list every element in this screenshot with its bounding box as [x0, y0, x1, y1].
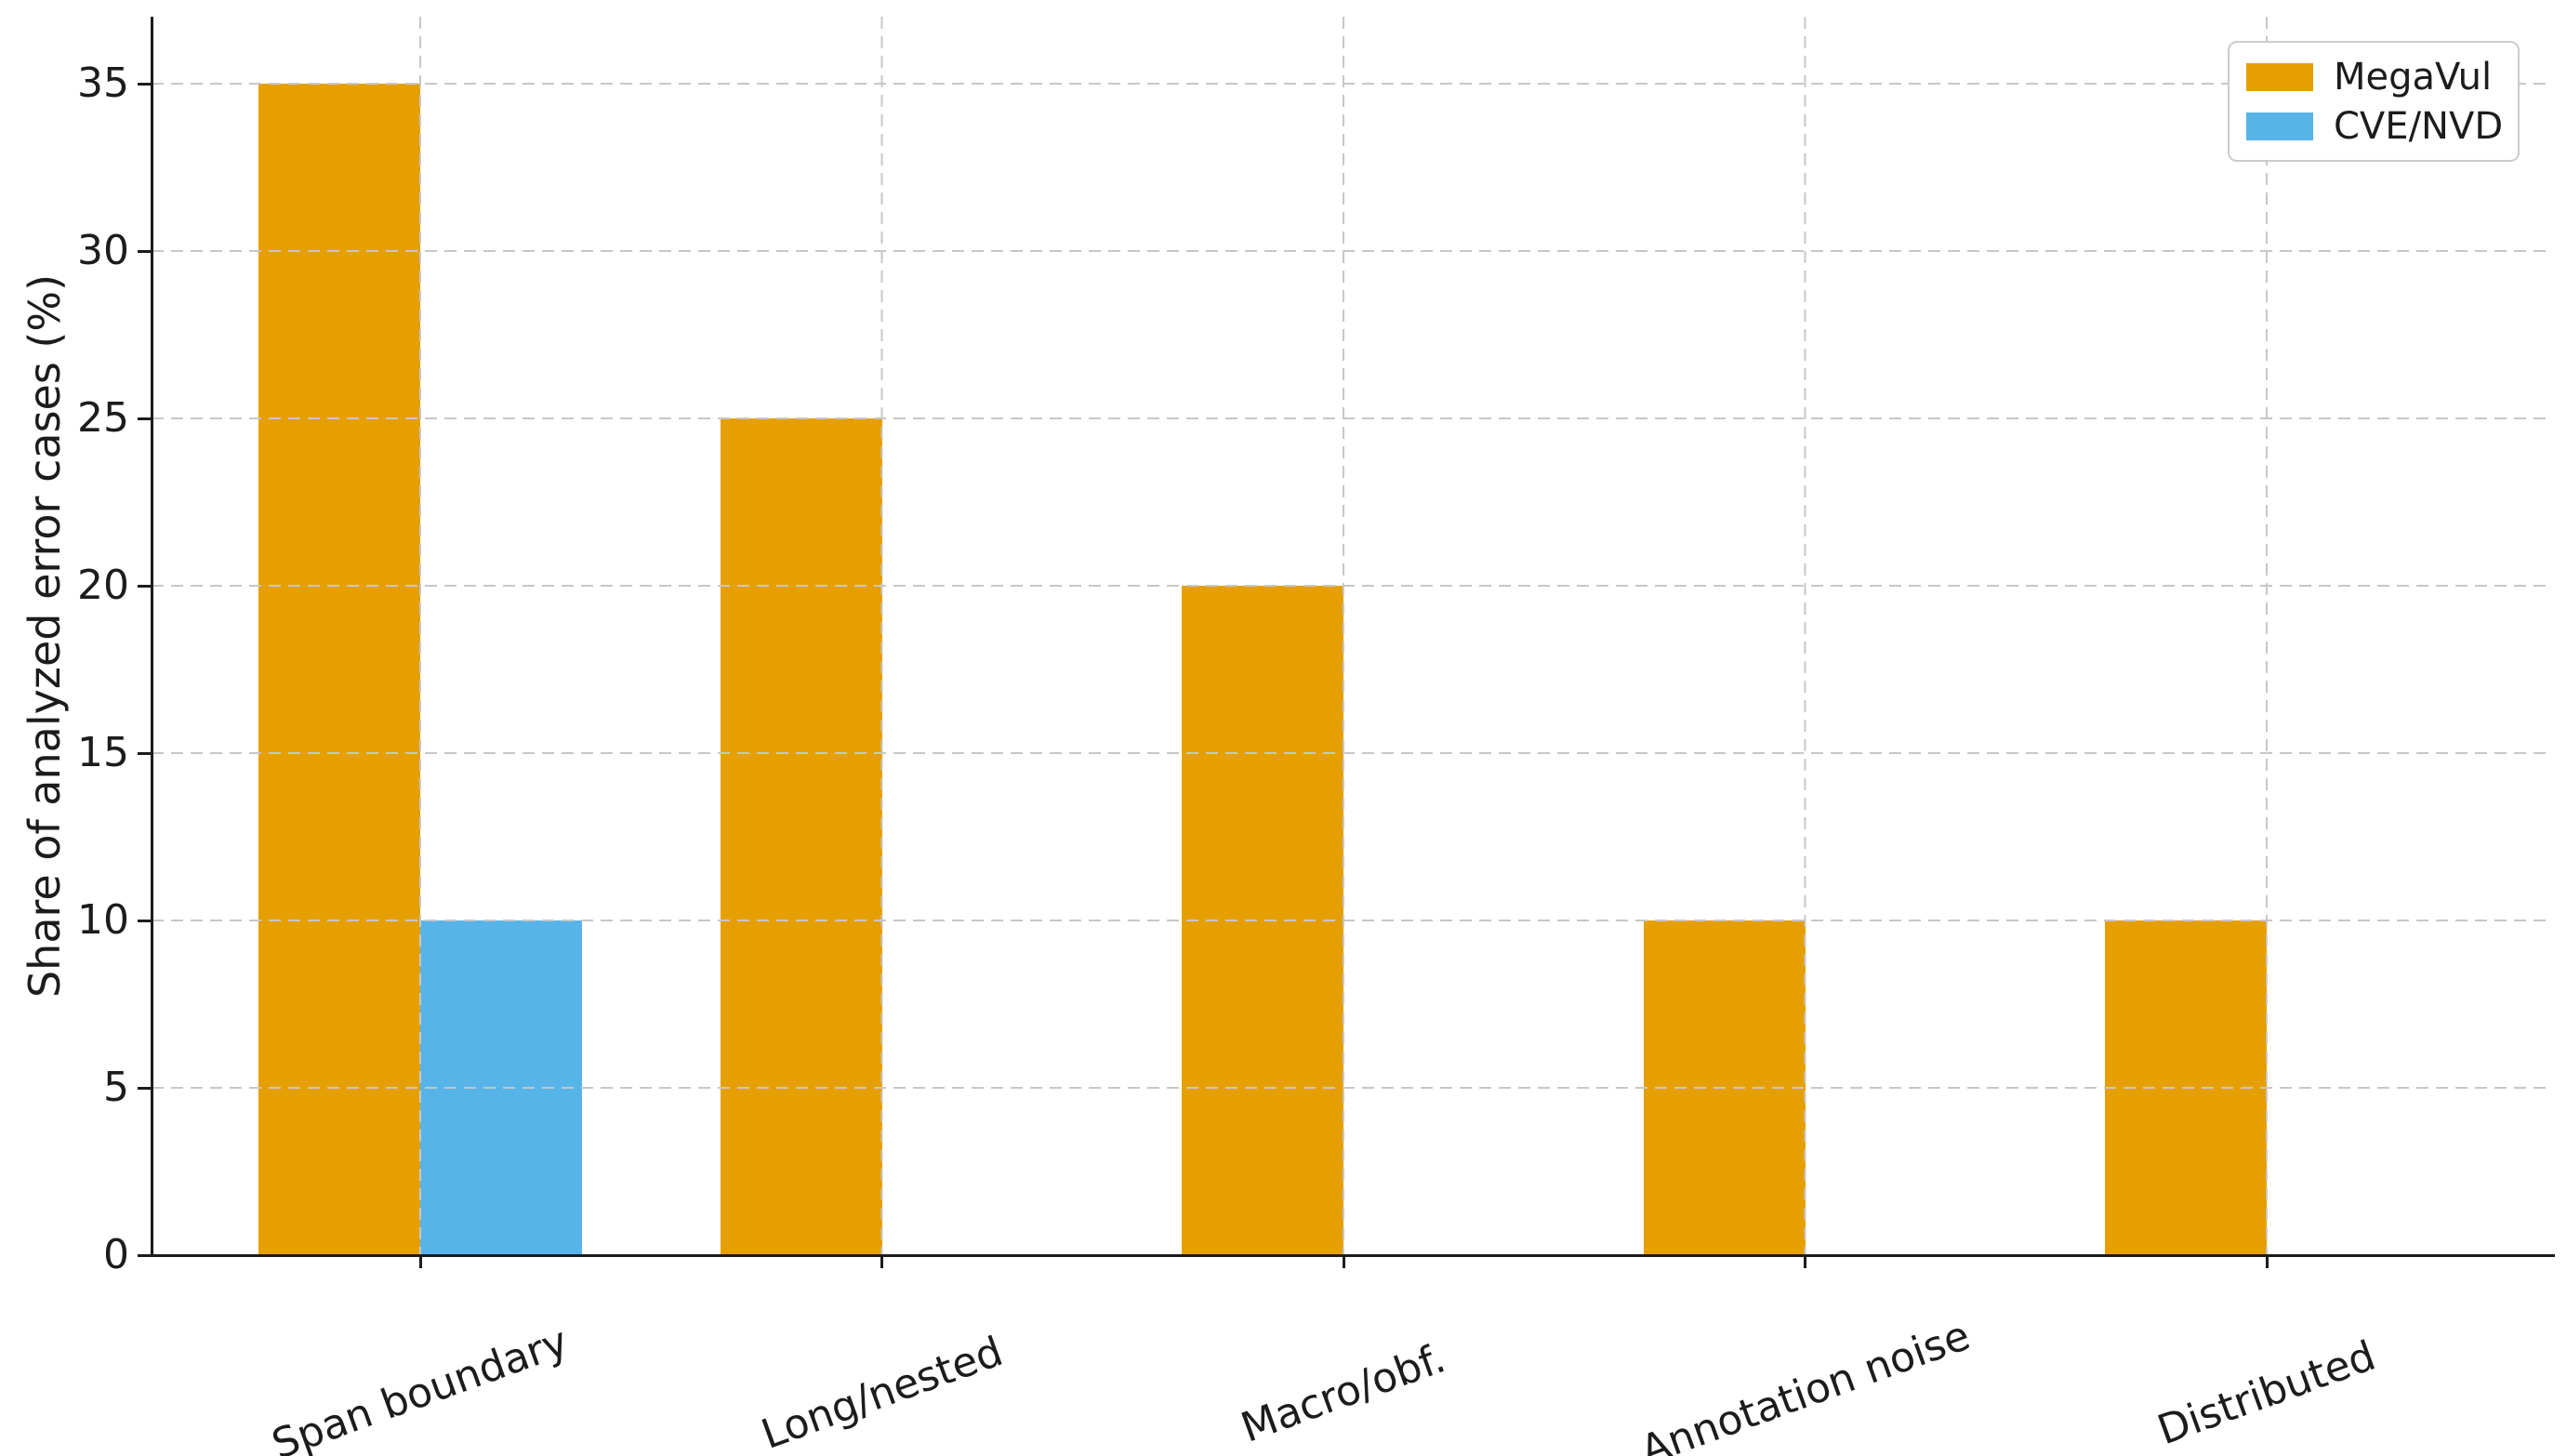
bar-megavul-span-boundary — [258, 84, 420, 1255]
x-tick-distributed — [2265, 1255, 2269, 1268]
y-tick-25 — [138, 417, 152, 420]
y-axis-spine — [150, 17, 153, 1257]
y-tick-label-0: 0 — [103, 1231, 129, 1278]
bar-megavul-long-nested — [720, 418, 882, 1255]
y-tick-label-15: 15 — [77, 729, 129, 776]
y-tick-label-20: 20 — [77, 562, 129, 609]
x-tick-macro-obf — [1342, 1255, 1345, 1268]
legend-label-cve-nvd: CVE/NVD — [2334, 104, 2504, 148]
x-tick-span-boundary — [418, 1255, 422, 1268]
x-tick-label-annotation-noise: Annotation noise — [1634, 1311, 1976, 1456]
y-tick-30 — [138, 249, 152, 253]
y-tick-35 — [138, 82, 152, 86]
y-tick-label-25: 25 — [77, 394, 129, 442]
y-tick-20 — [138, 584, 152, 588]
x-tick-label-long-nested: Long/nested — [755, 1328, 1009, 1456]
y-tick-label-10: 10 — [77, 896, 129, 944]
x-tick-long-nested — [880, 1255, 883, 1268]
gridlines — [152, 17, 2552, 1255]
x-tick-label-macro-obf: Macro/obf. — [1235, 1334, 1452, 1452]
x-tick-annotation-noise — [1804, 1255, 1806, 1268]
y-axis-title: Share of analyzed error cases (%) — [20, 273, 70, 999]
y-tick-0 — [138, 1253, 152, 1257]
y-tick-5 — [138, 1086, 152, 1090]
y-tick-label-5: 5 — [103, 1064, 129, 1111]
y-tick-label-30: 30 — [77, 227, 129, 274]
x-tick-label-distributed: Distributed — [2151, 1331, 2382, 1455]
x-axis-spine — [149, 1253, 2555, 1257]
legend-item-cve-nvd: CVE/NVD — [2246, 101, 2504, 151]
x-tick-label-span-boundary: Span boundary — [266, 1317, 575, 1456]
legend-swatch-megavul — [2246, 62, 2313, 91]
y-tick-10 — [138, 919, 152, 922]
y-tick-15 — [138, 751, 152, 755]
legend-item-megavul: MegaVul — [2246, 52, 2501, 101]
plot-area — [152, 17, 2552, 1255]
y-tick-label-35: 35 — [77, 60, 129, 107]
legend-label-megavul: MegaVul — [2334, 55, 2493, 99]
legend-swatch-cve-nvd — [2246, 112, 2313, 140]
legend: MegaVul CVE/NVD — [2228, 41, 2520, 162]
